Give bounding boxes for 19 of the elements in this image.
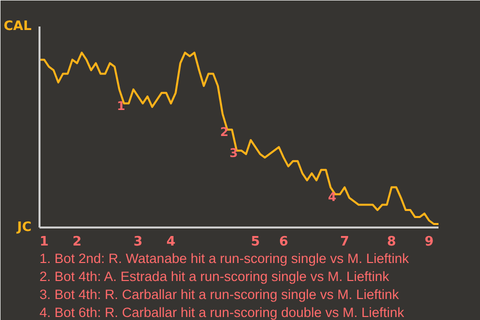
text: CAL <box>4 19 32 34</box>
annotation: 2 <box>220 125 228 140</box>
annotation: 1 <box>116 98 126 113</box>
x-tick-label: 4 <box>166 234 176 250</box>
x-tick-label: 9 <box>424 234 434 250</box>
x-tick-label: 6 <box>279 234 288 250</box>
annotation: 4 <box>328 190 336 204</box>
text: 1. Bot 2nd: R. Watanabe hit a run-scoring single vs M. Lieftink <box>40 251 410 266</box>
x-tick-label: 1 <box>40 234 49 250</box>
x-tick-label: 3 <box>134 234 143 250</box>
x-tick-label: 7 <box>340 234 350 250</box>
text: 2. Bot 4th: A. Estrada hit a run-scoring single vs M. Lieftink <box>40 269 390 284</box>
x-tick-label: 8 <box>387 234 396 250</box>
x-tick-label: 5 <box>250 234 260 250</box>
text: 4. Bot 6th: R. Carballar hit a run-scoring double vs M. Lieftink <box>40 305 404 320</box>
text: 3. Bot 4th: R. Carballar hit a run-scoring single vs M. Lieftink <box>40 287 400 302</box>
text: JC <box>16 220 32 235</box>
annotation: 3 <box>229 146 238 160</box>
x-tick-label: 2 <box>72 234 82 250</box>
